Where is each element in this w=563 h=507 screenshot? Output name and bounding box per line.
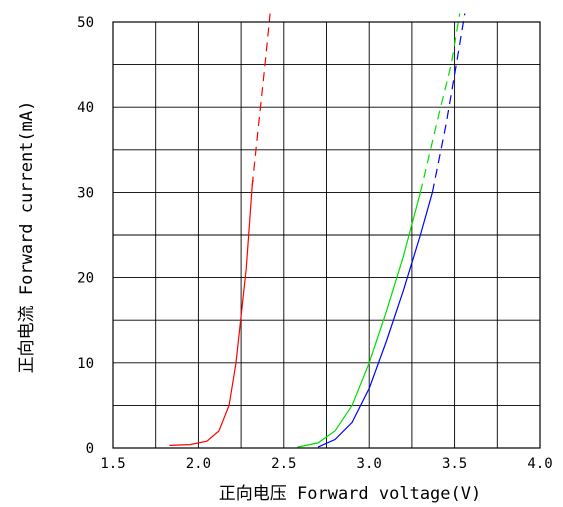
y-tick-label: 10 — [77, 356, 94, 372]
y-tick-label: 50 — [77, 15, 94, 31]
series-1-dashed-line — [419, 13, 461, 193]
y-axis-title: 正向电流 Forward current(mA) — [17, 101, 37, 374]
x-tick-label: 4.0 — [527, 456, 552, 472]
y-tick-labels: 0 10 20 30 40 50 — [77, 15, 94, 457]
x-tick-label: 3.0 — [357, 456, 382, 472]
series-0-dashed-line — [251, 13, 271, 186]
series-2-dashed-line — [431, 13, 466, 193]
grid-lines — [113, 22, 540, 448]
series-1-solid-line — [297, 192, 421, 448]
series-2-solid-line — [317, 192, 433, 448]
x-tick-label: 1.5 — [100, 456, 125, 472]
x-axis-title: 正向电压 Forward voltage(V) — [219, 484, 481, 504]
y-tick-label: 0 — [86, 441, 94, 457]
y-tick-label: 20 — [77, 271, 94, 287]
x-tick-labels: 1.5 2.0 2.5 3.0 3.5 4.0 — [100, 456, 552, 472]
series-0-solid-line — [169, 179, 254, 446]
y-tick-label: 30 — [77, 185, 94, 201]
series-layer — [169, 13, 466, 448]
plot-frame — [112, 21, 541, 449]
x-tick-label: 2.0 — [186, 456, 211, 472]
y-tick-label: 40 — [77, 100, 94, 116]
x-tick-label: 2.5 — [271, 456, 296, 472]
x-tick-label: 3.5 — [442, 456, 467, 472]
